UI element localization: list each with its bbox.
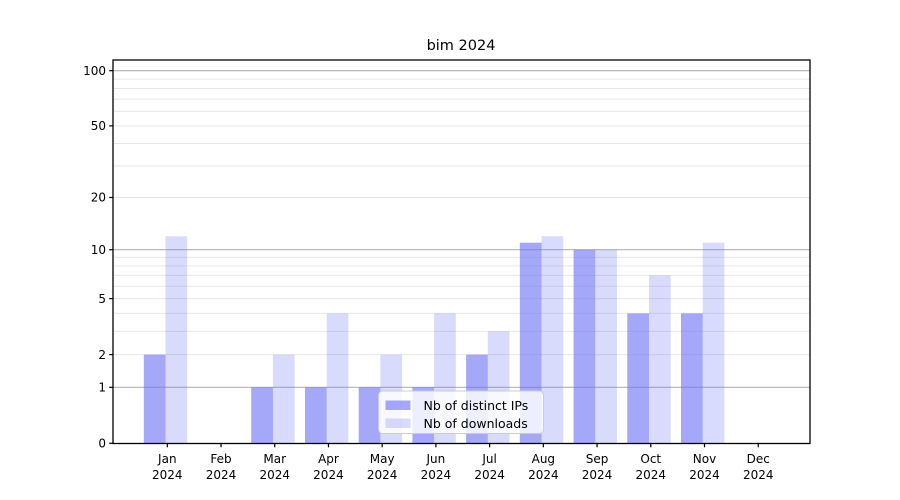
x-tick-label: May 2024 (367, 452, 398, 482)
x-tick-label: Oct 2024 (636, 452, 667, 482)
chart-title: bim 2024 (427, 38, 496, 54)
x-tick-label: Feb 2024 (206, 452, 237, 482)
bar-downloads (326, 313, 349, 444)
bar-distinct-ips (304, 387, 327, 444)
y-tick-label: 0 (98, 437, 106, 451)
legend-swatch-downloads (385, 418, 411, 428)
x-tick-label: Jul 2024 (474, 452, 505, 482)
bar-distinct-ips (573, 249, 596, 444)
bar-distinct-ips (681, 313, 703, 444)
x-tick-label: Nov 2024 (689, 452, 720, 482)
bar-downloads (702, 242, 725, 444)
bar-downloads (272, 354, 295, 444)
legend-label-downloads: Nb of downloads (424, 416, 528, 431)
gridlines-layer (113, 70, 810, 388)
y-tick-label: 100 (83, 64, 106, 78)
y-tick-label: 10 (91, 243, 106, 257)
bar-distinct-ips (251, 387, 273, 444)
legend-box (378, 390, 544, 434)
x-tick-label: Apr 2024 (313, 452, 344, 482)
bar-downloads (541, 236, 564, 444)
x-tick-label: Jan 2024 (152, 452, 183, 482)
bar-downloads (648, 275, 671, 444)
y-tick-label: 50 (91, 119, 106, 133)
x-tick-label: Mar 2024 (259, 452, 290, 482)
x-tick-label: Dec 2024 (743, 452, 774, 482)
y-tick-label: 1 (98, 381, 106, 395)
axis-ticks-layer: 0 1 2 5 10 20 50 100 Jan 2024 Feb 2024 Mar 2024 Apr 202… (83, 64, 773, 482)
legend-swatch-distinct-ips (385, 400, 411, 410)
legend-label-distinct-ips: Nb of distinct IPs (424, 398, 529, 413)
bar-distinct-ips (627, 313, 649, 444)
x-tick-label: Sep 2024 (582, 452, 613, 482)
x-tick-label: Aug 2024 (528, 452, 559, 482)
axis-frame (112, 59, 811, 445)
bar-downloads (595, 249, 617, 444)
y-tick-label: 5 (98, 292, 106, 306)
bar-downloads (165, 236, 188, 444)
bar-distinct-ips (358, 387, 381, 444)
legend: Nb of distinct IPs Nb of downloads (378, 390, 544, 434)
y-tick-label: 2 (98, 348, 106, 362)
bar-distinct-ips (143, 354, 166, 444)
y-tick-label: 20 (91, 191, 106, 205)
x-tick-label: Jun 2024 (421, 452, 452, 482)
